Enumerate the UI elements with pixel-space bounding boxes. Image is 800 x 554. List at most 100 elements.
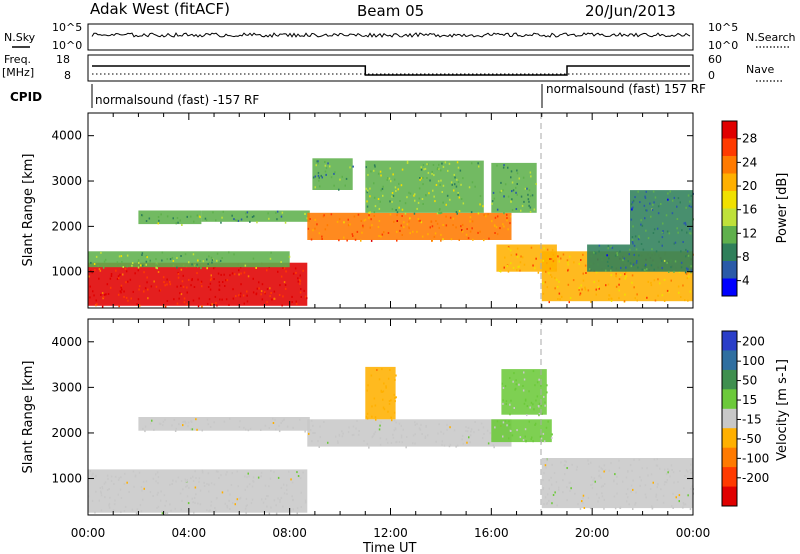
power-echo-speckle bbox=[673, 270, 675, 273]
power-echo-speckle bbox=[95, 255, 98, 258]
velocity-echo-speckle bbox=[140, 486, 143, 489]
power-echo-layer bbox=[88, 158, 694, 308]
velocity-echo-speckle bbox=[264, 497, 267, 500]
velocity-echo-speckle bbox=[319, 436, 321, 439]
power-echo-speckle bbox=[498, 269, 501, 272]
power-echo-speckle bbox=[651, 208, 654, 211]
velocity-echo-speckle bbox=[210, 500, 213, 503]
velocity-echo-speckle bbox=[379, 443, 382, 446]
power-echo-speckle bbox=[598, 287, 600, 290]
power-echo-speckle bbox=[231, 214, 233, 217]
velocity-echo-speckle bbox=[157, 476, 160, 479]
power-echo-speckle bbox=[255, 267, 257, 269]
power-echo-speckle bbox=[180, 255, 182, 257]
power-colorbar-block bbox=[722, 173, 737, 192]
noise-left-tick-top: 10^5 bbox=[52, 21, 82, 34]
velocity-echo-speckle bbox=[338, 433, 340, 436]
velocity-echo-speckle bbox=[683, 487, 685, 490]
power-echo-speckle bbox=[519, 261, 522, 264]
velocity-echo-speckle bbox=[221, 491, 224, 494]
power-echo-speckle bbox=[223, 273, 225, 276]
power-echo-speckle bbox=[632, 263, 635, 266]
power-echo-speckle bbox=[260, 293, 262, 296]
power-echo-speckle bbox=[582, 253, 584, 256]
velocity-echo-speckle bbox=[302, 471, 304, 474]
power-echo-speckle bbox=[310, 238, 313, 241]
power-echo-speckle bbox=[607, 244, 610, 247]
power-echo-speckle bbox=[637, 238, 640, 241]
power-echo-speckle bbox=[380, 235, 382, 238]
velocity-echo-speckle bbox=[228, 499, 230, 502]
power-echo-speckle bbox=[318, 179, 320, 182]
velocity-echo-speckle bbox=[560, 461, 562, 464]
power-echo-speckle bbox=[127, 280, 129, 283]
velocity-echo-speckle bbox=[530, 438, 532, 441]
velocity-echo-speckle bbox=[190, 428, 192, 431]
power-colorbar-block bbox=[722, 138, 737, 157]
power-echo-speckle bbox=[680, 296, 682, 298]
power-echo-speckle bbox=[643, 204, 646, 207]
velocity-echo-speckle bbox=[406, 436, 408, 438]
power-echo-speckle bbox=[218, 261, 220, 264]
velocity-echo-speckle bbox=[574, 492, 576, 495]
velocity-echo-speckle bbox=[385, 385, 387, 388]
power-echo-speckle bbox=[381, 187, 384, 190]
velocity-echo-speckle bbox=[195, 477, 197, 479]
velocity-echo-speckle bbox=[438, 423, 440, 426]
velocity-echo-speckle bbox=[395, 396, 397, 399]
power-echo-speckle bbox=[650, 281, 652, 284]
power-echo-speckle bbox=[466, 228, 468, 230]
power-colorbar-block bbox=[722, 261, 737, 279]
power-echo-speckle bbox=[336, 220, 339, 223]
power-echo-speckle bbox=[530, 175, 532, 178]
power-echo-speckle bbox=[275, 211, 277, 214]
power-echo-speckle bbox=[637, 266, 639, 269]
power-echo-speckle bbox=[619, 250, 621, 253]
power-echo-speckle bbox=[243, 271, 246, 274]
power-echo-speckle bbox=[362, 224, 364, 227]
power-echo-speckle bbox=[640, 243, 643, 245]
velocity-echo-speckle bbox=[683, 503, 685, 506]
velocity-echo-speckle bbox=[348, 426, 350, 429]
power-echo-speckle bbox=[471, 162, 473, 165]
power-echo-speckle bbox=[427, 171, 430, 174]
velocity-echo-speckle bbox=[542, 487, 545, 490]
power-echo-speckle bbox=[146, 281, 148, 284]
velocity-echo-speckle bbox=[215, 470, 218, 473]
velocity-echo-speckle bbox=[655, 464, 658, 467]
power-echo-speckle bbox=[516, 193, 518, 196]
power-echo-speckle bbox=[138, 304, 141, 307]
velocity-echo-speckle bbox=[296, 471, 298, 474]
power-echo-speckle bbox=[297, 280, 299, 283]
velocity-echo-speckle bbox=[441, 443, 443, 446]
frequency-trace bbox=[92, 65, 690, 76]
power-echo-speckle bbox=[676, 205, 678, 208]
power-echo-speckle bbox=[426, 163, 428, 166]
power-echo-speckle bbox=[218, 288, 220, 291]
velocity-echo-speckle bbox=[273, 471, 275, 474]
power-echo-speckle bbox=[157, 271, 160, 273]
power-echo-speckle bbox=[496, 215, 499, 218]
power-echo-speckle bbox=[671, 212, 674, 215]
power-echo-speckle bbox=[264, 291, 266, 294]
velocity-echo-speckle bbox=[675, 496, 677, 499]
power-colorbar-tick-label: 4 bbox=[742, 274, 750, 288]
power-echo-speckle bbox=[305, 295, 307, 298]
power-echo-speckle bbox=[679, 201, 681, 204]
power-echo-speckle bbox=[452, 217, 455, 220]
power-echo-speckle bbox=[644, 196, 647, 199]
velocity-echo-speckle bbox=[505, 400, 508, 403]
velocity-echo-speckle bbox=[467, 430, 469, 433]
velocity-echo-speckle bbox=[317, 440, 319, 443]
velocity-echo-speckle bbox=[100, 490, 102, 493]
power-echo-speckle bbox=[90, 270, 92, 272]
power-echo-speckle bbox=[665, 214, 668, 217]
power-echo-speckle bbox=[179, 292, 181, 295]
power-echo-speckle bbox=[400, 224, 402, 227]
velocity-echo-speckle bbox=[535, 399, 537, 402]
power-echo-speckle bbox=[200, 280, 203, 283]
power-echo-speckle bbox=[440, 169, 442, 172]
power-echo-speckle bbox=[685, 255, 687, 258]
power-echo-speckle bbox=[530, 246, 533, 249]
power-echo-speckle bbox=[368, 216, 370, 219]
